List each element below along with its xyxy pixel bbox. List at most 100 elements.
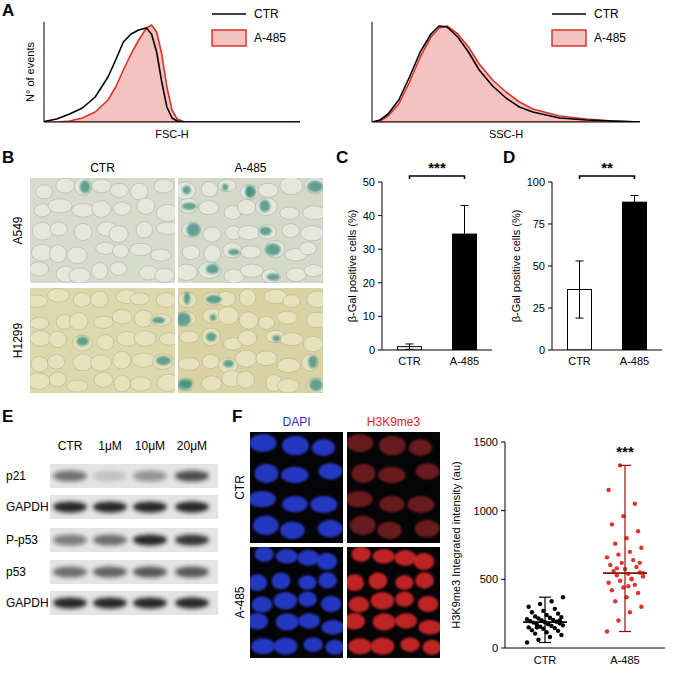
x-axis (382, 350, 492, 351)
nucleus (419, 620, 440, 635)
band (93, 471, 127, 482)
error-line (634, 195, 635, 208)
y-tick (501, 579, 505, 580)
cell (218, 307, 238, 325)
significance: *** (428, 159, 446, 176)
dot (548, 635, 552, 639)
legend-label: CTR (594, 7, 619, 21)
dot (620, 561, 624, 565)
x-tick-label: CTR (568, 355, 591, 367)
nucleus (303, 638, 322, 652)
dot (556, 611, 560, 615)
cell (75, 178, 92, 195)
nucleus (254, 547, 273, 562)
x-tick-label: A-485 (450, 355, 479, 367)
stain (206, 295, 222, 303)
cell (306, 378, 323, 393)
cell (202, 354, 219, 368)
background (0, 0, 673, 698)
stain (223, 360, 234, 367)
significance: *** (616, 443, 634, 460)
nucleus (394, 550, 416, 566)
cell (178, 312, 196, 326)
cell (91, 179, 111, 193)
y-tick (501, 442, 505, 443)
cell (154, 179, 174, 193)
nucleus (369, 573, 388, 590)
y-axis (505, 442, 506, 648)
band (53, 471, 87, 482)
whisker-cap (539, 597, 551, 598)
cell (150, 314, 171, 326)
cell (156, 222, 175, 235)
y-tick-label: 10 (363, 310, 375, 322)
cell (283, 295, 300, 308)
nucleus (347, 574, 364, 591)
error-bar (576, 261, 584, 318)
cell (280, 207, 300, 219)
cell (280, 178, 303, 195)
bar (623, 202, 647, 350)
cell (130, 183, 148, 200)
nucleus (250, 434, 277, 452)
nucleus (274, 638, 298, 655)
nucleus (350, 516, 376, 536)
cell (132, 353, 155, 367)
histogram-line (44, 28, 300, 122)
stain (308, 355, 317, 368)
cell (256, 351, 277, 366)
stain (307, 181, 323, 192)
cell (204, 245, 221, 263)
cell (179, 331, 198, 343)
legend-swatch (212, 30, 246, 46)
x-axis (505, 648, 665, 649)
lane-label: 20μM (177, 439, 207, 453)
nucleus (319, 463, 343, 479)
significance-bracket (410, 176, 465, 179)
image-bg (347, 432, 440, 543)
stain (80, 180, 90, 193)
stain (182, 186, 191, 195)
y-tick-label: 0 (539, 344, 545, 356)
y-axis-title: H3K9me3 Integrated intensity (au) (450, 461, 462, 629)
legend-swatch (552, 30, 586, 46)
nucleus (253, 516, 279, 536)
nucleus (318, 572, 337, 588)
column-label: A-485 (234, 161, 266, 175)
row-label: H1299 (11, 323, 25, 359)
cell (240, 264, 263, 277)
error-bar (631, 195, 639, 208)
cell (48, 199, 72, 213)
image-bg (347, 547, 440, 658)
band (93, 502, 127, 513)
plot-area (398, 206, 477, 350)
y-tick-label: 100 (527, 176, 545, 188)
dot (536, 638, 540, 642)
cell (110, 183, 128, 197)
cell (159, 333, 175, 346)
nucleus (379, 496, 404, 512)
stain (206, 333, 216, 342)
cell (277, 311, 298, 324)
nucleus (407, 496, 434, 513)
plot-area (372, 26, 640, 122)
nucleus (281, 467, 309, 484)
stain (228, 249, 240, 255)
dot (613, 599, 617, 603)
nucleus (415, 520, 440, 537)
cell (49, 245, 66, 263)
legend-label: A-485 (254, 31, 286, 45)
cell (304, 178, 323, 193)
error-cap (576, 318, 584, 319)
stain (186, 223, 200, 237)
whisker-cap (539, 642, 551, 643)
nucleus (347, 613, 365, 630)
x-axis-title: SSC-H (489, 128, 523, 140)
plot-area (523, 463, 647, 645)
cell (31, 356, 48, 371)
dot (533, 631, 537, 635)
histogram-line (372, 26, 640, 122)
x-tick-label: CTR (398, 355, 421, 367)
nucleus (351, 547, 370, 562)
cell (32, 222, 52, 240)
